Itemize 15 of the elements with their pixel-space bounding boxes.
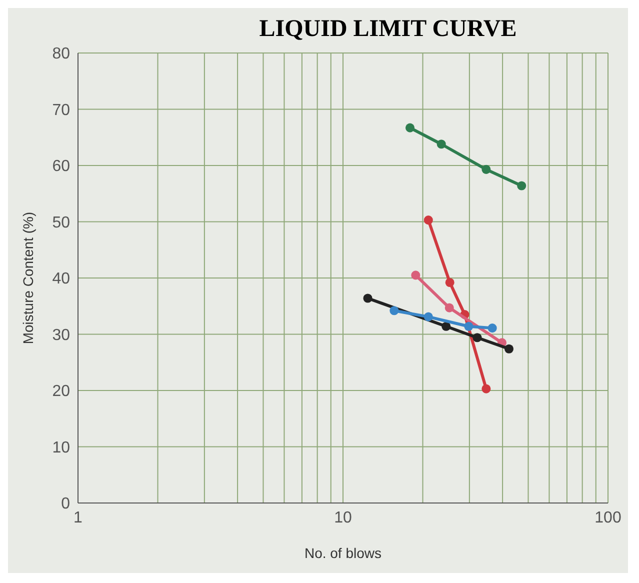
y-tick-label: 60: [52, 158, 70, 176]
y-tick-label: 80: [52, 46, 70, 63]
x-tick-label: 100: [594, 509, 622, 526]
chart-title: LIQUID LIMIT CURVE: [258, 15, 518, 43]
x-tick-label: 1: [74, 509, 83, 526]
x-axis-title: No. of blows: [304, 545, 382, 561]
x-tick-label: 10: [334, 509, 352, 526]
y-tick-label: 40: [52, 270, 70, 288]
y-tick-label: 30: [52, 326, 70, 344]
y-axis-title: Moisture Content (%): [20, 212, 36, 344]
y-tick-label: 50: [52, 214, 70, 232]
y-tick-label: 0: [61, 496, 70, 513]
y-tick-label: 20: [52, 383, 70, 400]
y-tick-label: 10: [52, 439, 70, 456]
y-tick-label: 70: [52, 102, 70, 119]
